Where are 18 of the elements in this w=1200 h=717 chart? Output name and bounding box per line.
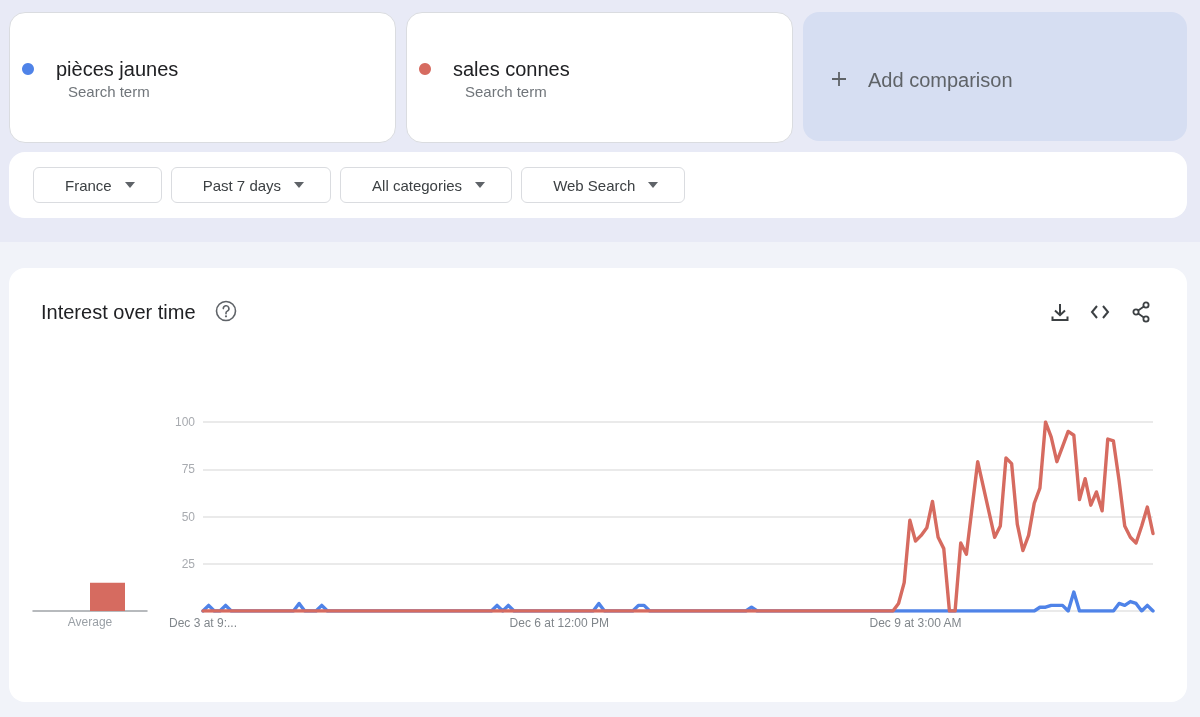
text: Web Search (553, 176, 636, 194)
legend-label: pièces jaunes (56, 58, 179, 80)
text: France (65, 176, 112, 194)
y-tick-label: 100 (174, 415, 196, 429)
x-tick-label: Dec 9 at 3:00 AM (869, 616, 962, 630)
legend-label: sales connes (453, 58, 570, 80)
x-tick-label: Average (67, 615, 113, 629)
x-tick-label: Dec 6 at 12:00 PM (509, 616, 609, 630)
text: Search term (68, 83, 150, 101)
chart-title: Interest over time (41, 300, 196, 324)
y-tick-label: 50 (181, 509, 196, 524)
y-tick-label: 75 (181, 462, 196, 477)
text: Search term (465, 83, 547, 101)
text: All categories (372, 176, 463, 194)
text: Past 7 days (202, 176, 282, 194)
x-tick-label: Dec 3 at 9:... (168, 616, 238, 630)
text: Add comparison (868, 68, 1013, 92)
y-tick-label: 25 (181, 556, 196, 571)
